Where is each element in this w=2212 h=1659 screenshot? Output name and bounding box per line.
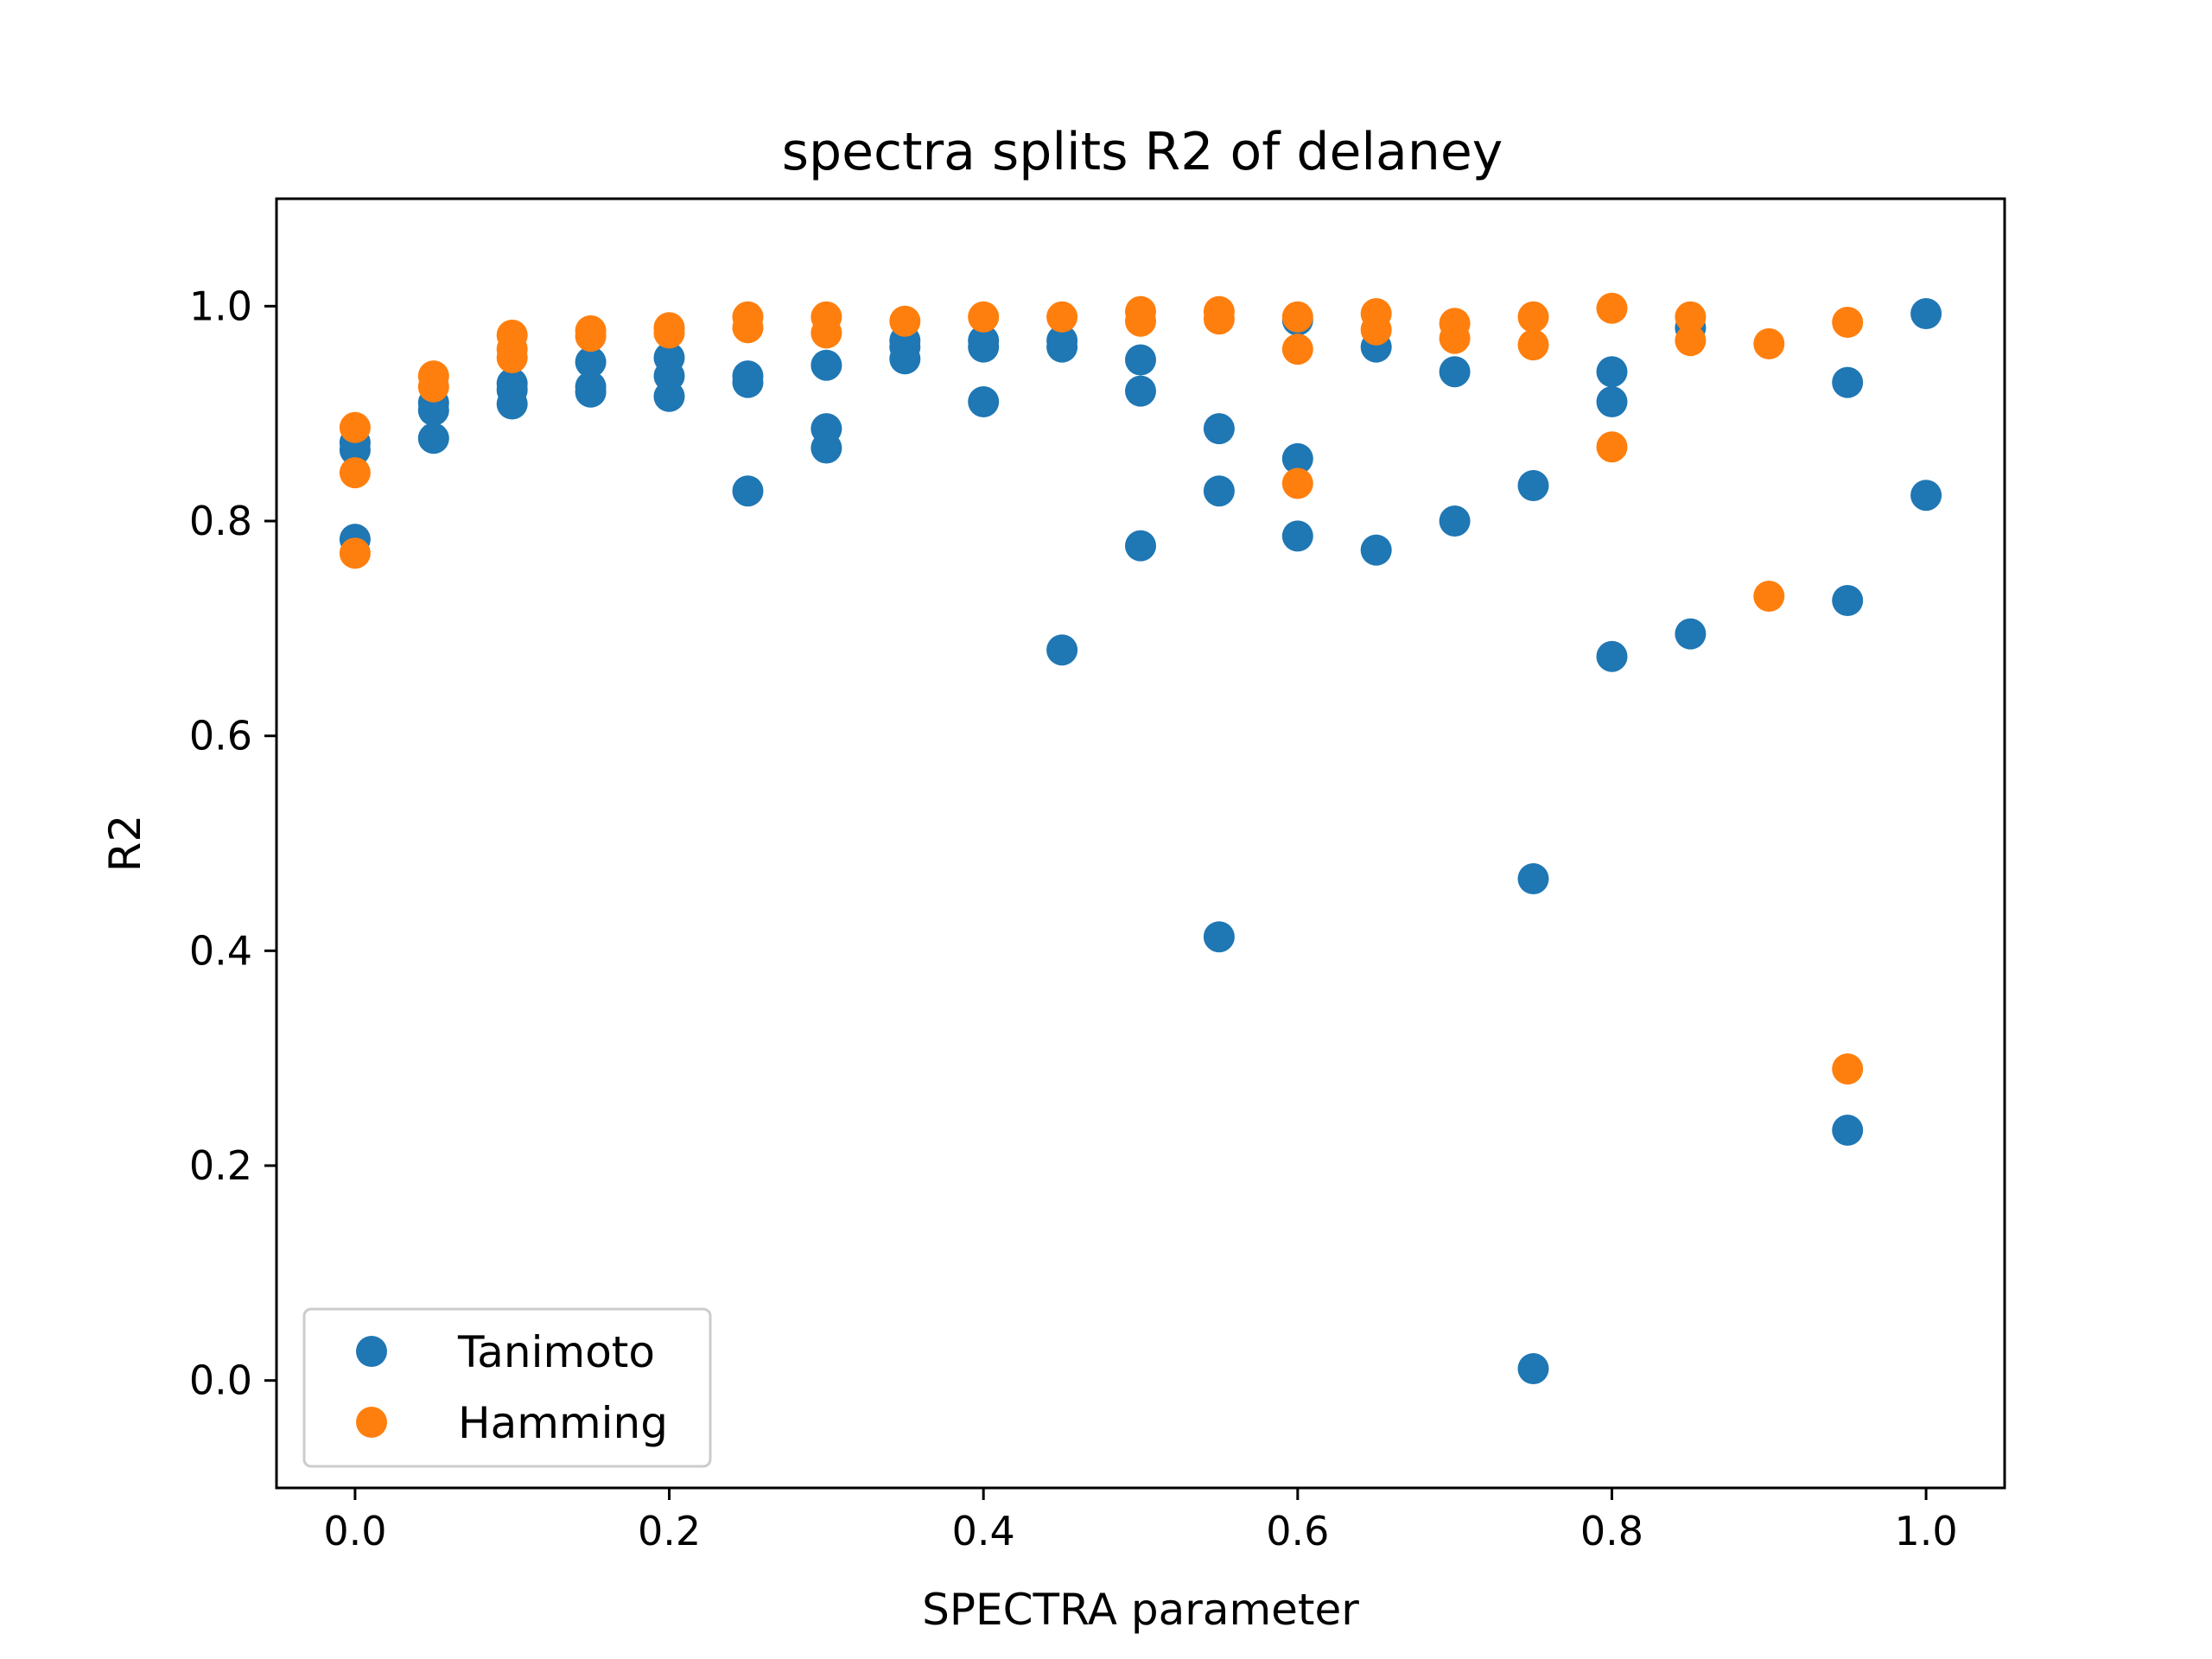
- point-hamming-32: [1596, 292, 1628, 324]
- legend: Tanimoto Hamming: [302, 1307, 712, 1468]
- point-tanimoto-4: [417, 394, 449, 426]
- point-tanimoto-44: [1517, 863, 1549, 894]
- y-tick-label: 0.6: [189, 713, 252, 760]
- point-tanimoto-47: [1596, 386, 1628, 417]
- point-tanimoto-8: [496, 388, 528, 420]
- x-tick-label: 0.2: [638, 1508, 701, 1554]
- point-hamming-2: [339, 537, 371, 569]
- point-hamming-15: [810, 317, 842, 349]
- y-tick-label: 0.8: [189, 498, 252, 544]
- point-tanimoto-43: [1517, 470, 1549, 501]
- point-hamming-35: [1675, 325, 1707, 357]
- x-tick-label: 0.4: [952, 1508, 1015, 1554]
- point-tanimoto-46: [1596, 356, 1628, 388]
- point-tanimoto-28: [1046, 331, 1078, 363]
- x-axis-ticks: 0.0 0.2 0.4 0.6 0.8 1.0: [323, 1488, 1958, 1554]
- point-tanimoto-1: [339, 434, 371, 466]
- point-tanimoto-23: [889, 343, 921, 375]
- y-axis-ticks: 0.0 0.2 0.4 0.6 0.8 1.0: [189, 283, 276, 1404]
- point-tanimoto-52: [1832, 585, 1864, 616]
- y-tick-label: 0.4: [189, 927, 252, 974]
- point-hamming-27: [1360, 314, 1392, 346]
- point-hamming-24: [1281, 334, 1313, 365]
- point-hamming-16: [889, 305, 921, 337]
- point-tanimoto-40: [1360, 534, 1392, 566]
- point-hamming-33: [1596, 431, 1628, 463]
- point-tanimoto-14: [653, 380, 685, 412]
- point-tanimoto-35: [1203, 921, 1235, 953]
- y-tick-label: 0.0: [189, 1357, 252, 1404]
- point-hamming-39: [1832, 1053, 1864, 1085]
- point-tanimoto-20: [810, 432, 842, 464]
- legend-label-hamming: Hamming: [458, 1398, 668, 1448]
- point-hamming-17: [968, 301, 1000, 333]
- point-hamming-9: [575, 321, 607, 353]
- point-tanimoto-31: [1125, 375, 1156, 407]
- point-tanimoto-50: [1675, 618, 1707, 650]
- point-hamming-38: [1832, 307, 1864, 338]
- point-hamming-20: [1125, 305, 1156, 337]
- point-hamming-25: [1281, 467, 1313, 499]
- x-tick-label: 0.0: [323, 1508, 386, 1554]
- point-tanimoto-32: [1125, 530, 1156, 562]
- x-tick-label: 0.6: [1266, 1508, 1329, 1554]
- point-tanimoto-25: [968, 331, 1000, 363]
- x-axis-label: SPECTRA parameter: [922, 1585, 1359, 1635]
- point-tanimoto-5: [417, 423, 449, 454]
- x-tick-label: 0.8: [1580, 1508, 1643, 1554]
- point-tanimoto-42: [1439, 505, 1471, 537]
- point-hamming-31: [1517, 329, 1549, 361]
- point-hamming-0: [339, 411, 371, 443]
- point-tanimoto-45: [1517, 1353, 1549, 1384]
- plot-area: [275, 197, 2006, 1490]
- point-tanimoto-30: [1125, 344, 1156, 376]
- y-tick-label: 0.2: [189, 1142, 252, 1189]
- point-tanimoto-26: [968, 386, 1000, 417]
- point-tanimoto-11: [575, 376, 607, 408]
- plot-frame: [275, 197, 2006, 1490]
- point-tanimoto-51: [1832, 366, 1864, 398]
- x-tick-label: 1.0: [1895, 1508, 1958, 1554]
- point-tanimoto-48: [1596, 640, 1628, 672]
- point-tanimoto-54: [1910, 298, 1942, 329]
- point-hamming-18: [1046, 301, 1078, 333]
- chart-title: spectra splits R2 of delaney: [782, 122, 1503, 182]
- legend-label-tanimoto: Tanimoto: [457, 1327, 655, 1377]
- point-hamming-34: [1675, 301, 1707, 333]
- point-hamming-4: [417, 371, 449, 403]
- point-hamming-13: [732, 312, 764, 344]
- points-layer: [339, 292, 1942, 1384]
- point-hamming-36: [1753, 327, 1785, 359]
- point-tanimoto-53: [1832, 1115, 1864, 1146]
- point-tanimoto-16: [732, 366, 764, 398]
- y-tick-label: 1.0: [189, 283, 252, 329]
- point-tanimoto-17: [732, 475, 764, 507]
- point-tanimoto-33: [1203, 413, 1235, 445]
- point-tanimoto-34: [1203, 475, 1235, 507]
- point-tanimoto-55: [1910, 480, 1942, 512]
- point-tanimoto-41: [1439, 356, 1471, 388]
- point-tanimoto-37: [1281, 442, 1313, 474]
- point-tanimoto-29: [1046, 634, 1078, 666]
- point-hamming-23: [1281, 301, 1313, 333]
- point-hamming-7: [496, 342, 528, 373]
- point-hamming-22: [1203, 303, 1235, 335]
- point-hamming-29: [1439, 322, 1471, 354]
- legend-marker-tanimoto: [356, 1336, 387, 1367]
- point-tanimoto-38: [1281, 520, 1313, 552]
- point-tanimoto-18: [810, 349, 842, 381]
- point-hamming-1: [339, 457, 371, 489]
- legend-marker-hamming: [356, 1407, 387, 1438]
- point-tanimoto-9: [575, 346, 607, 378]
- point-hamming-11: [653, 317, 685, 349]
- point-hamming-37: [1753, 581, 1785, 612]
- y-axis-label: R2: [100, 815, 150, 873]
- legend-box: [302, 1307, 712, 1468]
- point-hamming-30: [1517, 301, 1549, 333]
